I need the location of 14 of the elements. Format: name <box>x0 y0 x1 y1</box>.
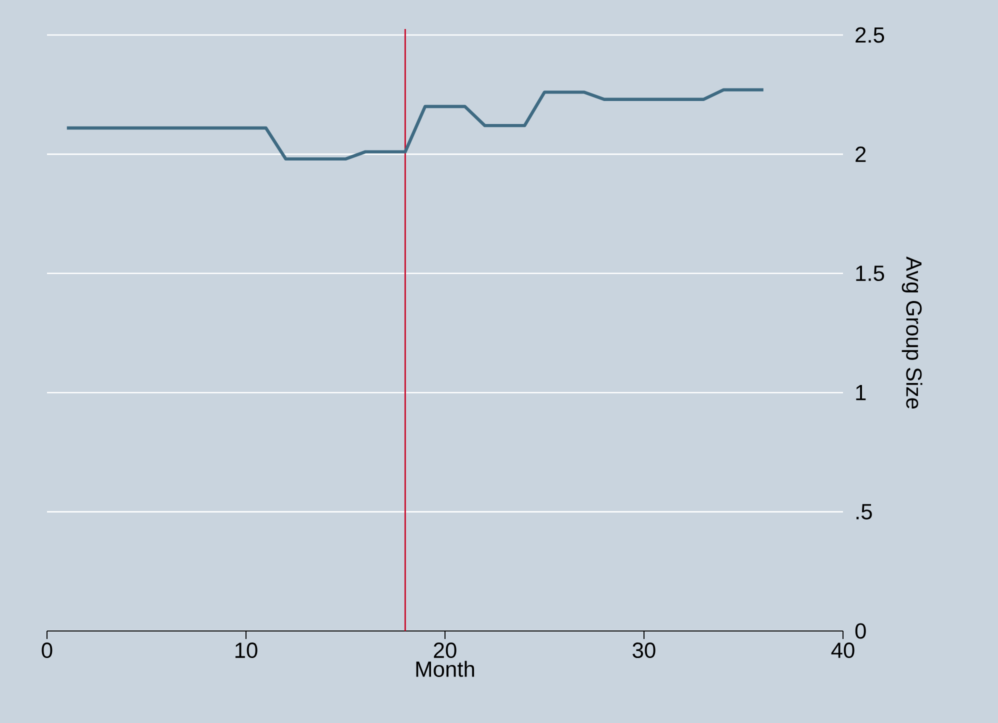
line-series <box>65 88 765 161</box>
y-tick-label: .5 <box>856 504 872 520</box>
y-tick-label: 2.5 <box>856 27 884 43</box>
x-tick-label: 10 <box>235 642 258 658</box>
x-axis-title: Month <box>416 660 474 677</box>
x-tick-label: 30 <box>632 642 656 658</box>
x-tick-label: 20 <box>434 642 456 658</box>
y-tick-label: 2 <box>856 146 866 162</box>
x-tick-label: 40 <box>831 642 854 658</box>
y-tick-label: 1 <box>856 385 866 400</box>
x-tick-label: 0 <box>42 642 52 658</box>
y-axis-title: Avg Group Size <box>902 256 922 409</box>
y-tick-label: 0 <box>855 623 866 639</box>
y-tick-label: 1.5 <box>856 266 884 282</box>
